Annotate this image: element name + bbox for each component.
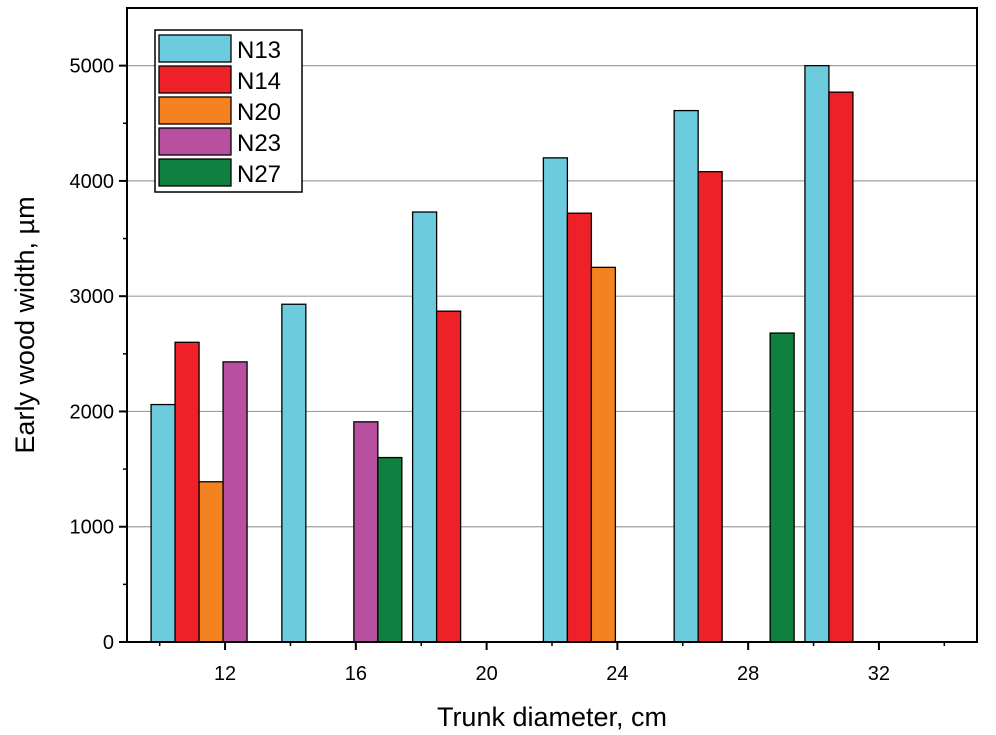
bar-n13-24 [542, 157, 569, 643]
bar-n14-20 [435, 310, 462, 643]
bar-n13-12 [150, 403, 176, 643]
bar-n13-32 [804, 64, 830, 643]
x-tick-label: 12 [214, 663, 236, 685]
x-axis-title: Trunk diameter, cm [437, 702, 667, 732]
legend: N13 N14 N20 N23 N27 [154, 29, 303, 193]
bar-n23-16 [353, 421, 379, 643]
bar-n20-24 [590, 266, 617, 643]
x-tick-label: 32 [868, 663, 890, 685]
axes: 0 1000 2000 3000 4000 5000 12 16 20 24 28 32 [70, 7, 978, 685]
legend-swatch-n27 [158, 158, 232, 187]
x-tick-label: 28 [737, 663, 759, 685]
y-tick-label: 0 [103, 632, 114, 654]
bar-n27-16 [377, 456, 403, 643]
x-tick-label: 16 [345, 663, 367, 685]
y-axis-title: Early wood width, µm [10, 196, 40, 453]
bar-n27-28 [769, 332, 795, 643]
bar-n13-20 [411, 211, 438, 643]
y-tick-label: 3000 [70, 286, 115, 308]
legend-label-n14: N14 [237, 68, 281, 95]
legend-label-n20: N20 [237, 99, 281, 126]
legend-swatch-n20 [158, 96, 232, 125]
legend-swatch-n13 [158, 34, 232, 63]
bar-n13-28 [673, 109, 699, 643]
legend-swatch-n23 [158, 127, 232, 156]
bar-n14-32 [828, 91, 854, 643]
bar-n14-12 [174, 341, 200, 643]
legend-label-n27: N27 [237, 161, 281, 188]
legend-label-n13: N13 [237, 37, 281, 64]
legend-label-n23: N23 [237, 130, 281, 157]
y-tick-label: 1000 [70, 517, 115, 539]
y-tick-label: 4000 [70, 171, 115, 193]
bar-n14-28 [697, 171, 723, 643]
y-tick-label: 2000 [70, 401, 115, 423]
bar-n14-24 [566, 212, 593, 643]
x-tick-label: 24 [606, 663, 628, 685]
y-tick-label: 5000 [70, 56, 115, 78]
bar-n13-16 [281, 303, 307, 643]
legend-swatch-n14 [158, 65, 232, 94]
bar-n23-12 [222, 361, 248, 643]
bar-n20-12 [198, 481, 224, 643]
x-tick-label: 20 [475, 663, 497, 685]
bars [150, 64, 854, 643]
